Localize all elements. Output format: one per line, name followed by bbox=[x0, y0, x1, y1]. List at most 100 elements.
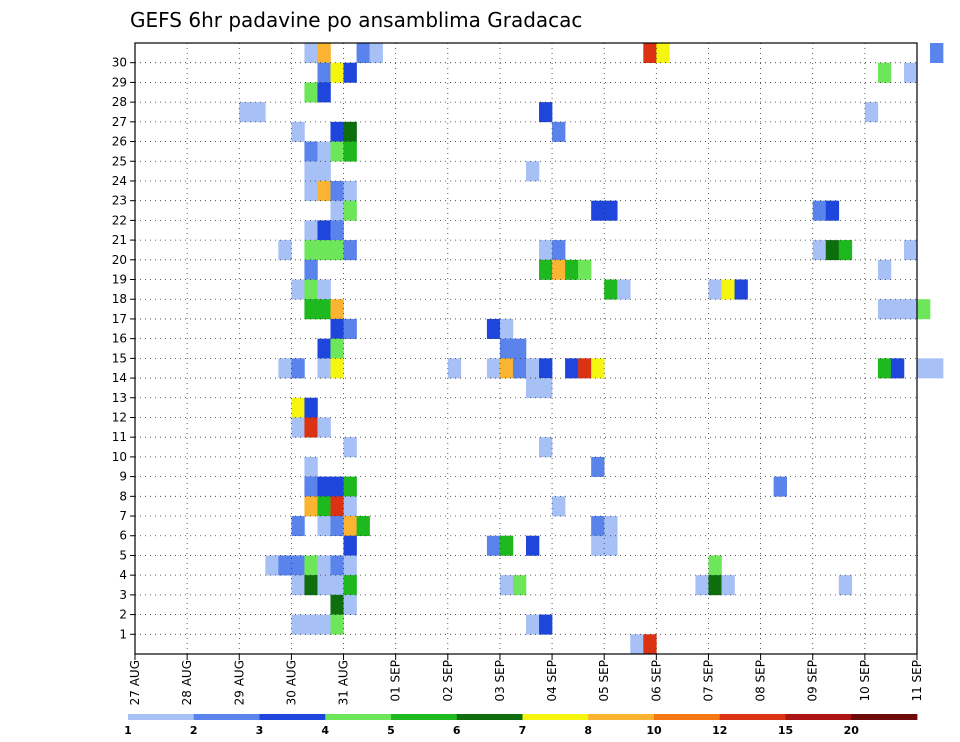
heatmap-cell bbox=[304, 614, 318, 635]
heatmap-cell bbox=[317, 358, 331, 379]
colorbar-label: 4 bbox=[321, 724, 329, 737]
heatmap-cell bbox=[825, 240, 840, 261]
heatmap-cell bbox=[330, 318, 344, 339]
y-tick-label: 13 bbox=[112, 391, 127, 405]
heatmap-cell bbox=[721, 575, 735, 596]
heatmap-cell bbox=[317, 62, 331, 83]
heatmap-cell bbox=[917, 358, 931, 379]
heatmap-cell bbox=[304, 180, 318, 201]
heatmap-cell bbox=[512, 575, 527, 596]
x-tick-label: 28 AUG bbox=[180, 660, 194, 705]
heatmap-cell bbox=[499, 318, 514, 339]
y-tick-label: 11 bbox=[112, 430, 127, 444]
y-tick-label: 17 bbox=[112, 312, 127, 326]
heatmap-cell bbox=[317, 516, 331, 537]
heatmap-cell bbox=[526, 614, 540, 635]
heatmap-cell bbox=[877, 358, 892, 379]
heatmap-cell bbox=[291, 575, 305, 596]
colorbar-label: 20 bbox=[844, 724, 860, 737]
heatmap-cell bbox=[330, 614, 344, 635]
heatmap-cell bbox=[591, 358, 605, 379]
heatmap-cell bbox=[369, 43, 383, 64]
colorbar-label: 3 bbox=[256, 724, 264, 737]
heatmap-cell bbox=[252, 102, 266, 123]
colorbar-segment bbox=[193, 714, 260, 720]
heatmap-cell bbox=[591, 456, 605, 477]
y-tick-label: 16 bbox=[112, 332, 127, 346]
heatmap-cell bbox=[343, 516, 357, 537]
colorbar-label: 6 bbox=[453, 724, 461, 737]
y-tick-label: 15 bbox=[112, 351, 127, 365]
y-tick-label: 24 bbox=[112, 174, 127, 188]
heatmap-cell bbox=[356, 43, 370, 64]
heatmap-cell bbox=[526, 378, 540, 399]
heatmap-cell bbox=[317, 555, 331, 576]
x-tick-label: 02 SEP bbox=[441, 660, 455, 702]
heatmap-cell bbox=[526, 535, 540, 556]
colorbar-label: 2 bbox=[190, 724, 198, 737]
heatmap-cell bbox=[643, 634, 657, 655]
heatmap-cell bbox=[343, 240, 357, 261]
heatmap-cell bbox=[539, 614, 553, 635]
y-tick-label: 20 bbox=[112, 253, 127, 267]
heatmap-cell bbox=[578, 259, 592, 280]
heatmap-cell bbox=[330, 516, 344, 537]
colorbar-segment bbox=[391, 714, 458, 720]
heatmap-cell bbox=[304, 496, 318, 517]
y-tick-label: 22 bbox=[112, 213, 127, 227]
x-tick-label: 04 SEP bbox=[545, 660, 559, 702]
heatmap-cell bbox=[604, 279, 618, 300]
heatmap-cell bbox=[304, 141, 318, 162]
heatmap-cell bbox=[317, 417, 331, 438]
x-tick-label: 30 AUG bbox=[284, 660, 298, 705]
heatmap-cell bbox=[291, 279, 305, 300]
heatmap-cell bbox=[330, 338, 344, 359]
heatmap-cell bbox=[343, 200, 357, 221]
y-tick-label: 23 bbox=[112, 194, 127, 208]
heatmap-cell bbox=[539, 259, 553, 280]
heatmap-cell bbox=[343, 476, 357, 497]
heatmap-cell bbox=[343, 535, 357, 556]
y-tick-label: 14 bbox=[112, 371, 127, 385]
heatmap-cell bbox=[343, 594, 357, 615]
y-tick-label: 19 bbox=[112, 273, 127, 287]
y-tick-label: 7 bbox=[119, 509, 127, 523]
heatmap-cell bbox=[304, 299, 318, 320]
heatmap-cell bbox=[291, 555, 305, 576]
y-tick-label: 10 bbox=[112, 450, 127, 464]
colorbar-segment bbox=[719, 714, 786, 720]
heatmap-cell bbox=[304, 220, 318, 241]
heatmap-cell bbox=[278, 358, 292, 379]
heatmap-cell bbox=[539, 437, 553, 458]
y-axis: 1234567891011121314151617181920212223242… bbox=[112, 56, 135, 641]
x-tick-label: 31 AUG bbox=[337, 660, 351, 705]
heatmap-cell bbox=[903, 240, 918, 261]
heatmap-cell bbox=[890, 299, 905, 320]
heatmap-cell bbox=[304, 240, 318, 261]
colorbar-label: 8 bbox=[584, 724, 592, 737]
heatmap-cell bbox=[512, 358, 527, 379]
heatmap-cell bbox=[330, 62, 344, 83]
heatmap-cell bbox=[526, 161, 540, 182]
x-tick-label: 08 SEP bbox=[754, 660, 768, 702]
colorbar-segment bbox=[654, 714, 721, 720]
heatmap-cell bbox=[838, 575, 853, 596]
y-tick-label: 5 bbox=[119, 548, 127, 562]
x-tick-label: 06 SEP bbox=[649, 660, 663, 702]
heatmap-cell bbox=[604, 516, 618, 537]
heatmap-cell bbox=[917, 299, 931, 320]
grid-lines bbox=[135, 43, 917, 654]
colorbar-label: 15 bbox=[778, 724, 793, 737]
heatmap-cell bbox=[512, 338, 527, 359]
heatmap-cell bbox=[695, 575, 709, 596]
heatmap-cell bbox=[317, 476, 331, 497]
y-tick-label: 9 bbox=[119, 470, 127, 484]
heatmap-cell bbox=[903, 62, 918, 83]
heatmap-cell bbox=[304, 417, 318, 438]
y-tick-label: 26 bbox=[112, 135, 127, 149]
heatmap-cell bbox=[486, 535, 501, 556]
x-tick-label: 09 SEP bbox=[806, 660, 820, 702]
x-tick-label: 10 SEP bbox=[858, 660, 872, 702]
heatmap-cell bbox=[539, 102, 553, 123]
colorbar-segment bbox=[259, 714, 326, 720]
